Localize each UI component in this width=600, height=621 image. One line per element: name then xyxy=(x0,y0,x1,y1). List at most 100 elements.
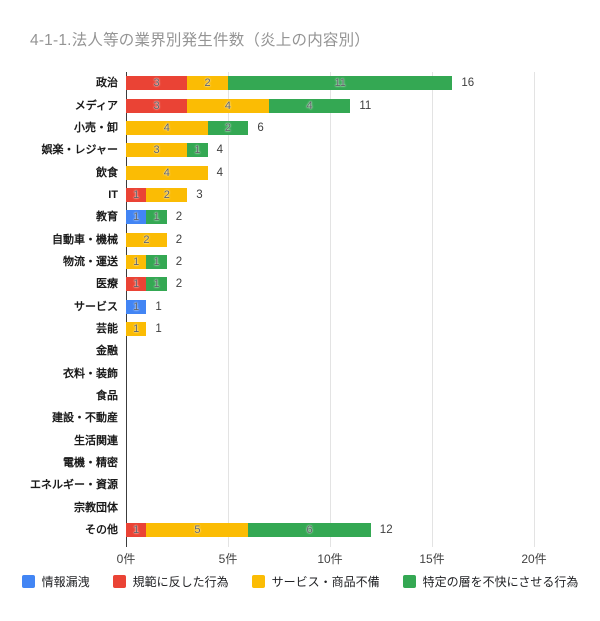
category-label: 金融 xyxy=(96,345,118,358)
bar-segment: 1 xyxy=(146,277,167,292)
bar-segment: 5 xyxy=(146,522,249,537)
bar-segment: 2 xyxy=(207,120,249,135)
bar-segment: 2 xyxy=(146,187,188,202)
bar-segment: 3 xyxy=(126,143,188,158)
bar-segment: 3 xyxy=(126,98,188,113)
segment-value-label: 4 xyxy=(163,121,170,134)
legend-swatch xyxy=(112,575,126,588)
category-label: 政治 xyxy=(96,77,118,90)
segment-value-label: 1 xyxy=(133,211,140,224)
bar-segment: 1 xyxy=(146,210,167,225)
bar-segment: 6 xyxy=(248,522,371,537)
segment-value-label: 4 xyxy=(163,166,170,179)
bar-row: 1 xyxy=(126,299,147,314)
grid-line xyxy=(329,72,331,547)
x-axis-tick-label: 20件 xyxy=(521,552,547,566)
legend-label: サービス・商品不備 xyxy=(271,575,380,589)
x-axis-tick-label: 10件 xyxy=(317,552,343,566)
bar-row: 3 2 11 xyxy=(126,76,453,91)
bar-total-label: 2 xyxy=(175,278,183,291)
segment-value-label: 4 xyxy=(306,99,313,112)
segment-value-label: 1 xyxy=(153,278,160,291)
category-label: 生活関連 xyxy=(74,434,118,447)
bar-total-label: 2 xyxy=(175,211,183,224)
legend-label: 規範に反した行為 xyxy=(132,575,229,589)
bar-segment: 4 xyxy=(126,165,208,180)
category-label: エネルギー・資源 xyxy=(30,479,118,492)
segment-value-label: 1 xyxy=(133,255,140,268)
x-axis-tick-label: 15件 xyxy=(419,552,445,566)
segment-value-label: 1 xyxy=(133,322,140,335)
segment-value-label: 5 xyxy=(194,523,201,536)
bar-segment: 1 xyxy=(187,143,208,158)
segment-value-label: 1 xyxy=(133,278,140,291)
category-label: 小売・卸 xyxy=(74,121,118,134)
bar-segment: 2 xyxy=(126,232,167,247)
segment-value-label: 3 xyxy=(153,77,160,90)
segment-value-label: 6 xyxy=(306,523,313,536)
category-label: 電機・精密 xyxy=(63,456,118,469)
category-label: 食品 xyxy=(96,389,118,402)
category-label: 自動車・機械 xyxy=(52,233,118,246)
x-axis-tick-label: 5件 xyxy=(218,552,238,566)
legend-swatch xyxy=(402,575,416,588)
category-label: メディア xyxy=(74,99,118,112)
bar-segment: 2 xyxy=(187,76,228,91)
bar-row: 1 5 6 xyxy=(126,522,371,537)
category-label: IT xyxy=(108,188,118,201)
segment-value-label: 2 xyxy=(224,121,232,134)
bar-total-label: 2 xyxy=(175,255,183,268)
legend-item-2: サービス・商品不備 xyxy=(251,573,380,590)
bar-total-label: 4 xyxy=(216,166,223,179)
legend-item-0: 情報漏洩 xyxy=(21,573,90,590)
segment-value-label: 4 xyxy=(224,99,232,112)
chart-title: 4-1-1.法人等の業界別発生件数（炎上の内容別） xyxy=(30,32,370,49)
legend: 情報漏洩 規範に反した行為 サービス・商品不備 特定の層を不快にさせる行為 xyxy=(0,573,600,590)
bar-total-label: 4 xyxy=(216,144,223,157)
segment-value-label: 2 xyxy=(204,77,211,90)
category-label: サービス xyxy=(74,300,118,313)
bar-segment: 4 xyxy=(268,98,351,113)
category-label: その他 xyxy=(85,523,118,536)
category-label: 娯楽・レジャー xyxy=(41,144,118,157)
bar-segment: 11 xyxy=(227,76,453,91)
legend-label: 特定の層を不快にさせる行為 xyxy=(422,575,579,589)
category-label: 宗教団体 xyxy=(74,501,118,514)
category-label: 衣料・装飾 xyxy=(63,367,118,380)
bar-segment: 1 xyxy=(146,254,167,269)
category-label: 芸能 xyxy=(96,322,118,335)
category-label: 建設・不動産 xyxy=(52,412,118,425)
bar-total-label: 1 xyxy=(155,300,162,313)
bar-segment: 3 xyxy=(126,76,188,91)
segment-value-label: 3 xyxy=(153,144,160,157)
legend-item-3: 特定の層を不快にさせる行為 xyxy=(402,573,579,590)
grid-line xyxy=(227,72,229,547)
bar-segment: 4 xyxy=(187,98,269,113)
x-axis-tick-label: 0件 xyxy=(116,552,136,566)
bar-segment: 1 xyxy=(126,522,147,537)
bar-segment: 1 xyxy=(126,321,147,336)
bar-segment: 1 xyxy=(126,210,147,225)
segment-value-label: 1 xyxy=(153,255,160,268)
legend-item-1: 規範に反した行為 xyxy=(112,573,229,590)
segment-value-label: 11 xyxy=(334,77,346,90)
bar-segment: 1 xyxy=(126,187,147,202)
bar-row: 2 xyxy=(126,232,167,247)
grid-line xyxy=(431,72,433,547)
bar-row: 1 xyxy=(126,321,147,336)
bar-segment: 1 xyxy=(126,254,147,269)
bar-segment: 1 xyxy=(126,277,147,292)
bar-total-label: 11 xyxy=(359,99,372,112)
bar-total-label: 12 xyxy=(379,523,393,536)
category-label: 教育 xyxy=(96,211,118,224)
segment-value-label: 1 xyxy=(194,144,201,157)
bar-total-label: 2 xyxy=(175,233,183,246)
bar-row: 4 xyxy=(126,165,208,180)
category-label: 医療 xyxy=(96,278,118,291)
